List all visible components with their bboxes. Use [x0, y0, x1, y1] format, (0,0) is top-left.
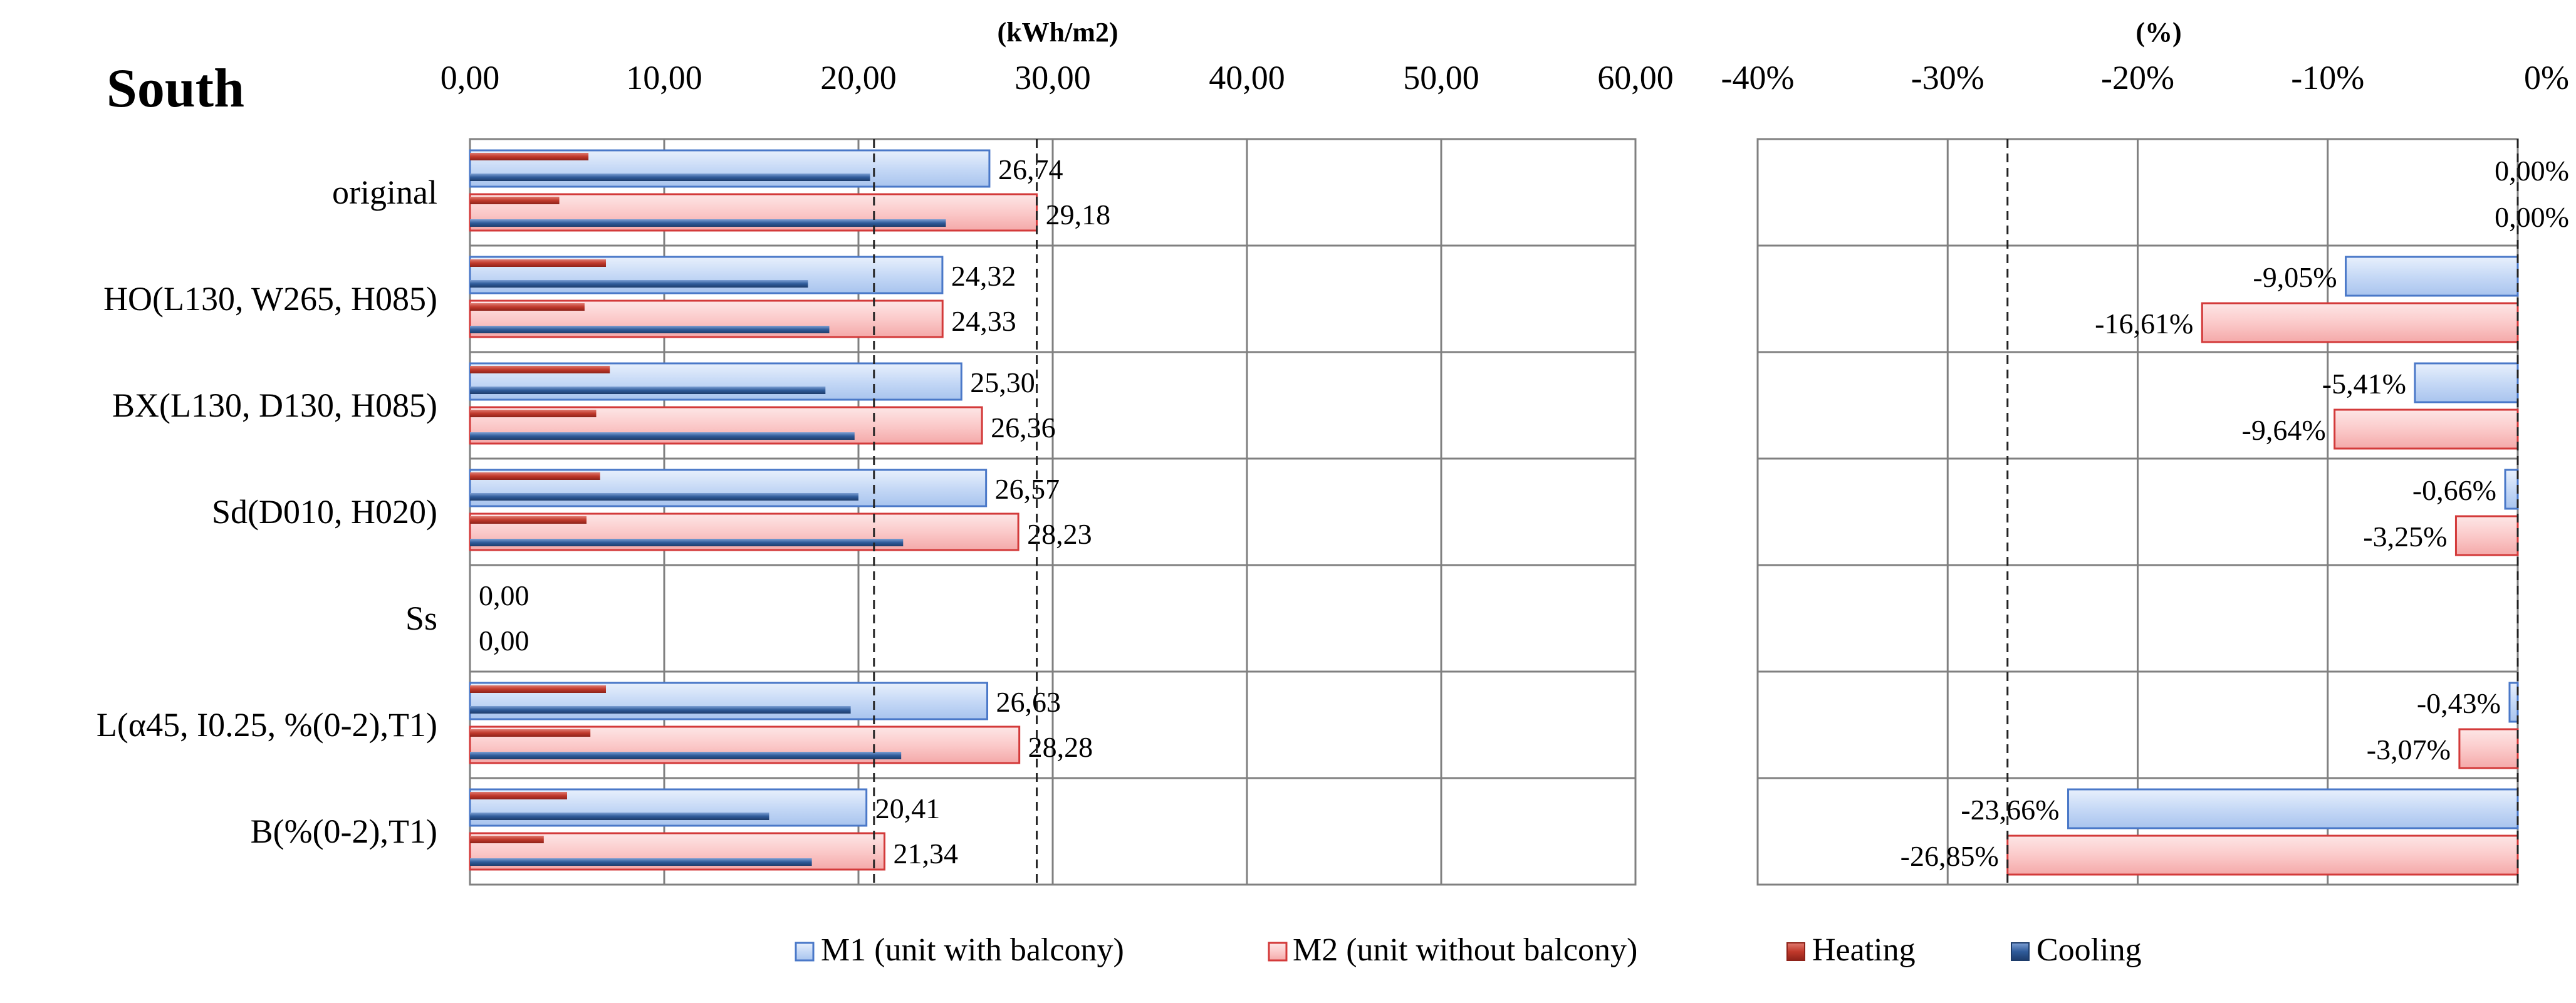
- left-plot-energy: 0,00 10,00 20,00 30,00 40,00 50,00 60,00 26,74 2…: [441, 59, 1674, 886]
- category-label: original: [332, 174, 437, 211]
- bar-heating-m2: [470, 729, 591, 737]
- data-label-m2: 21,34: [894, 838, 959, 870]
- data-label-m1: 26,63: [996, 686, 1061, 718]
- data-label-m1: 26,57: [995, 473, 1060, 505]
- pct-bar-m2: [2334, 408, 2519, 450]
- bar-heating-m2: [470, 303, 585, 311]
- data-label-m1: 0,00: [479, 579, 529, 611]
- bar-heating-m1: [470, 153, 589, 160]
- pct-label-m1: -0,43%: [2417, 687, 2501, 719]
- bar-cooling-m2: [470, 858, 812, 866]
- right-x-tick-label: -30%: [1911, 59, 1984, 96]
- bar-cooling-m2: [470, 752, 902, 759]
- legend-swatch-cooling: [2011, 942, 2030, 961]
- pct-bar-m1: [2067, 788, 2519, 829]
- data-label-m1: 20,41: [875, 793, 941, 824]
- pct-bar-m2: [2201, 302, 2519, 343]
- bar-cooling-m1: [470, 174, 870, 181]
- pct-label-m1: -5,41%: [2322, 368, 2406, 400]
- pct-bar-m1: [2508, 682, 2519, 723]
- pct-bar-m2: [2006, 834, 2519, 876]
- bar-heating-m1: [470, 685, 606, 693]
- bar-heating-m2: [470, 197, 560, 204]
- left-x-tick-label: 0,00: [441, 59, 500, 96]
- left-axis-unit-label: (kWh/m2): [997, 17, 1118, 48]
- bar-heating-m1: [470, 792, 567, 799]
- left-x-tick-label: 20,00: [820, 59, 897, 96]
- chart-title: South: [107, 58, 244, 119]
- pct-bar-m2: [2458, 728, 2519, 769]
- data-label-m2: 29,18: [1046, 199, 1111, 231]
- legend-label-heating: Heating: [1812, 932, 1916, 968]
- right-plot-percent: -40% -30% -20% -10% 0% 0,00% 0,00% -9,05% -16,61…: [1721, 59, 2569, 886]
- legend-swatch-m1: [795, 942, 815, 962]
- pct-label-m2: -16,61%: [2095, 308, 2193, 340]
- category-label: BX(L130, D130, H085): [112, 387, 437, 424]
- bar-cooling-m2: [470, 539, 904, 546]
- bar-heating-m2: [470, 516, 587, 524]
- legend-item-heating: Heating: [1786, 932, 1916, 968]
- right-axis-unit-label: (%): [2135, 17, 2181, 48]
- legend-swatch-m2: [1268, 942, 1288, 962]
- legend-label-cooling: Cooling: [2036, 932, 2142, 968]
- left-x-tick-label: 10,00: [626, 59, 702, 96]
- bar-cooling-m1: [470, 813, 769, 820]
- bar-cooling-m1: [470, 706, 851, 714]
- pct-label-m2: -9,64%: [2242, 414, 2326, 446]
- right-x-tick-label: 0%: [2524, 59, 2569, 96]
- pct-bar-m2: [2454, 515, 2519, 556]
- category-label: Sd(D010, H020): [212, 493, 437, 531]
- legend-item-m1: M1 (unit with balcony): [795, 932, 1124, 968]
- data-label-m1: 24,32: [951, 260, 1016, 292]
- pct-label-m2: -26,85%: [1901, 840, 1999, 872]
- right-x-tick-label: -20%: [2101, 59, 2174, 96]
- bar-cooling-m1: [470, 493, 858, 501]
- legend: M1 (unit with balcony) M2 (unit without …: [795, 932, 2142, 968]
- pct-bar-m1: [2345, 256, 2519, 297]
- bar-cooling-m2: [470, 326, 830, 333]
- data-label-m1: 25,30: [970, 366, 1035, 398]
- legend-item-cooling: Cooling: [2011, 932, 2142, 968]
- bar-heating-m1: [470, 472, 600, 480]
- left-x-tick-label: 30,00: [1014, 59, 1091, 96]
- pct-bar-m1: [2504, 469, 2519, 510]
- legend-item-m2: M2 (unit without balcony): [1268, 932, 1637, 968]
- pct-label-m2: -3,07%: [2367, 734, 2451, 766]
- data-label-m2: 0,00: [479, 625, 529, 657]
- right-x-tick-label: -40%: [1721, 59, 1795, 96]
- left-x-tick-label: 40,00: [1209, 59, 1285, 96]
- bar-heating-m1: [470, 366, 610, 373]
- bar-cooling-m2: [470, 432, 855, 440]
- data-label-m2: 24,33: [951, 305, 1016, 337]
- pct-label-m1: -0,66%: [2412, 474, 2496, 506]
- data-label-m1: 26,74: [998, 153, 1063, 185]
- legend-label-m2: M2 (unit without balcony): [1293, 932, 1637, 968]
- pct-bar-m1: [2414, 362, 2519, 403]
- pct-label-m1: 0,00%: [2495, 155, 2569, 187]
- bar-heating-m1: [470, 259, 606, 267]
- category-label: B(%(0-2),T1): [251, 813, 437, 850]
- data-label-m2: 28,23: [1027, 518, 1092, 550]
- pct-label-m1: -23,66%: [1961, 794, 2059, 826]
- pct-label-m2: -3,25%: [2363, 521, 2447, 553]
- right-x-tick-label: -10%: [2291, 59, 2364, 96]
- category-label: L(α45, I0.25, %(0-2),T1): [96, 706, 437, 744]
- bar-heating-m2: [470, 410, 597, 417]
- data-label-m2: 28,28: [1028, 731, 1093, 763]
- legend-swatch-heating: [1786, 942, 1805, 961]
- bar-cooling-m2: [470, 219, 946, 227]
- data-label-m2: 26,36: [991, 412, 1056, 444]
- category-axis: original HO(L130, W265, H085) BX(L130, D13…: [96, 174, 437, 850]
- bar-cooling-m1: [470, 387, 826, 394]
- category-label: Ss: [405, 600, 437, 637]
- legend-label-m1: M1 (unit with balcony): [821, 932, 1124, 968]
- category-label: HO(L130, W265, H085): [103, 280, 437, 318]
- bar-heating-m2: [470, 836, 544, 843]
- left-x-tick-label: 50,00: [1403, 59, 1479, 96]
- bar-cooling-m1: [470, 280, 808, 288]
- pct-label-m1: -9,05%: [2253, 261, 2337, 293]
- left-x-tick-label: 60,00: [1597, 59, 1674, 96]
- pct-label-m2: 0,00%: [2495, 201, 2569, 233]
